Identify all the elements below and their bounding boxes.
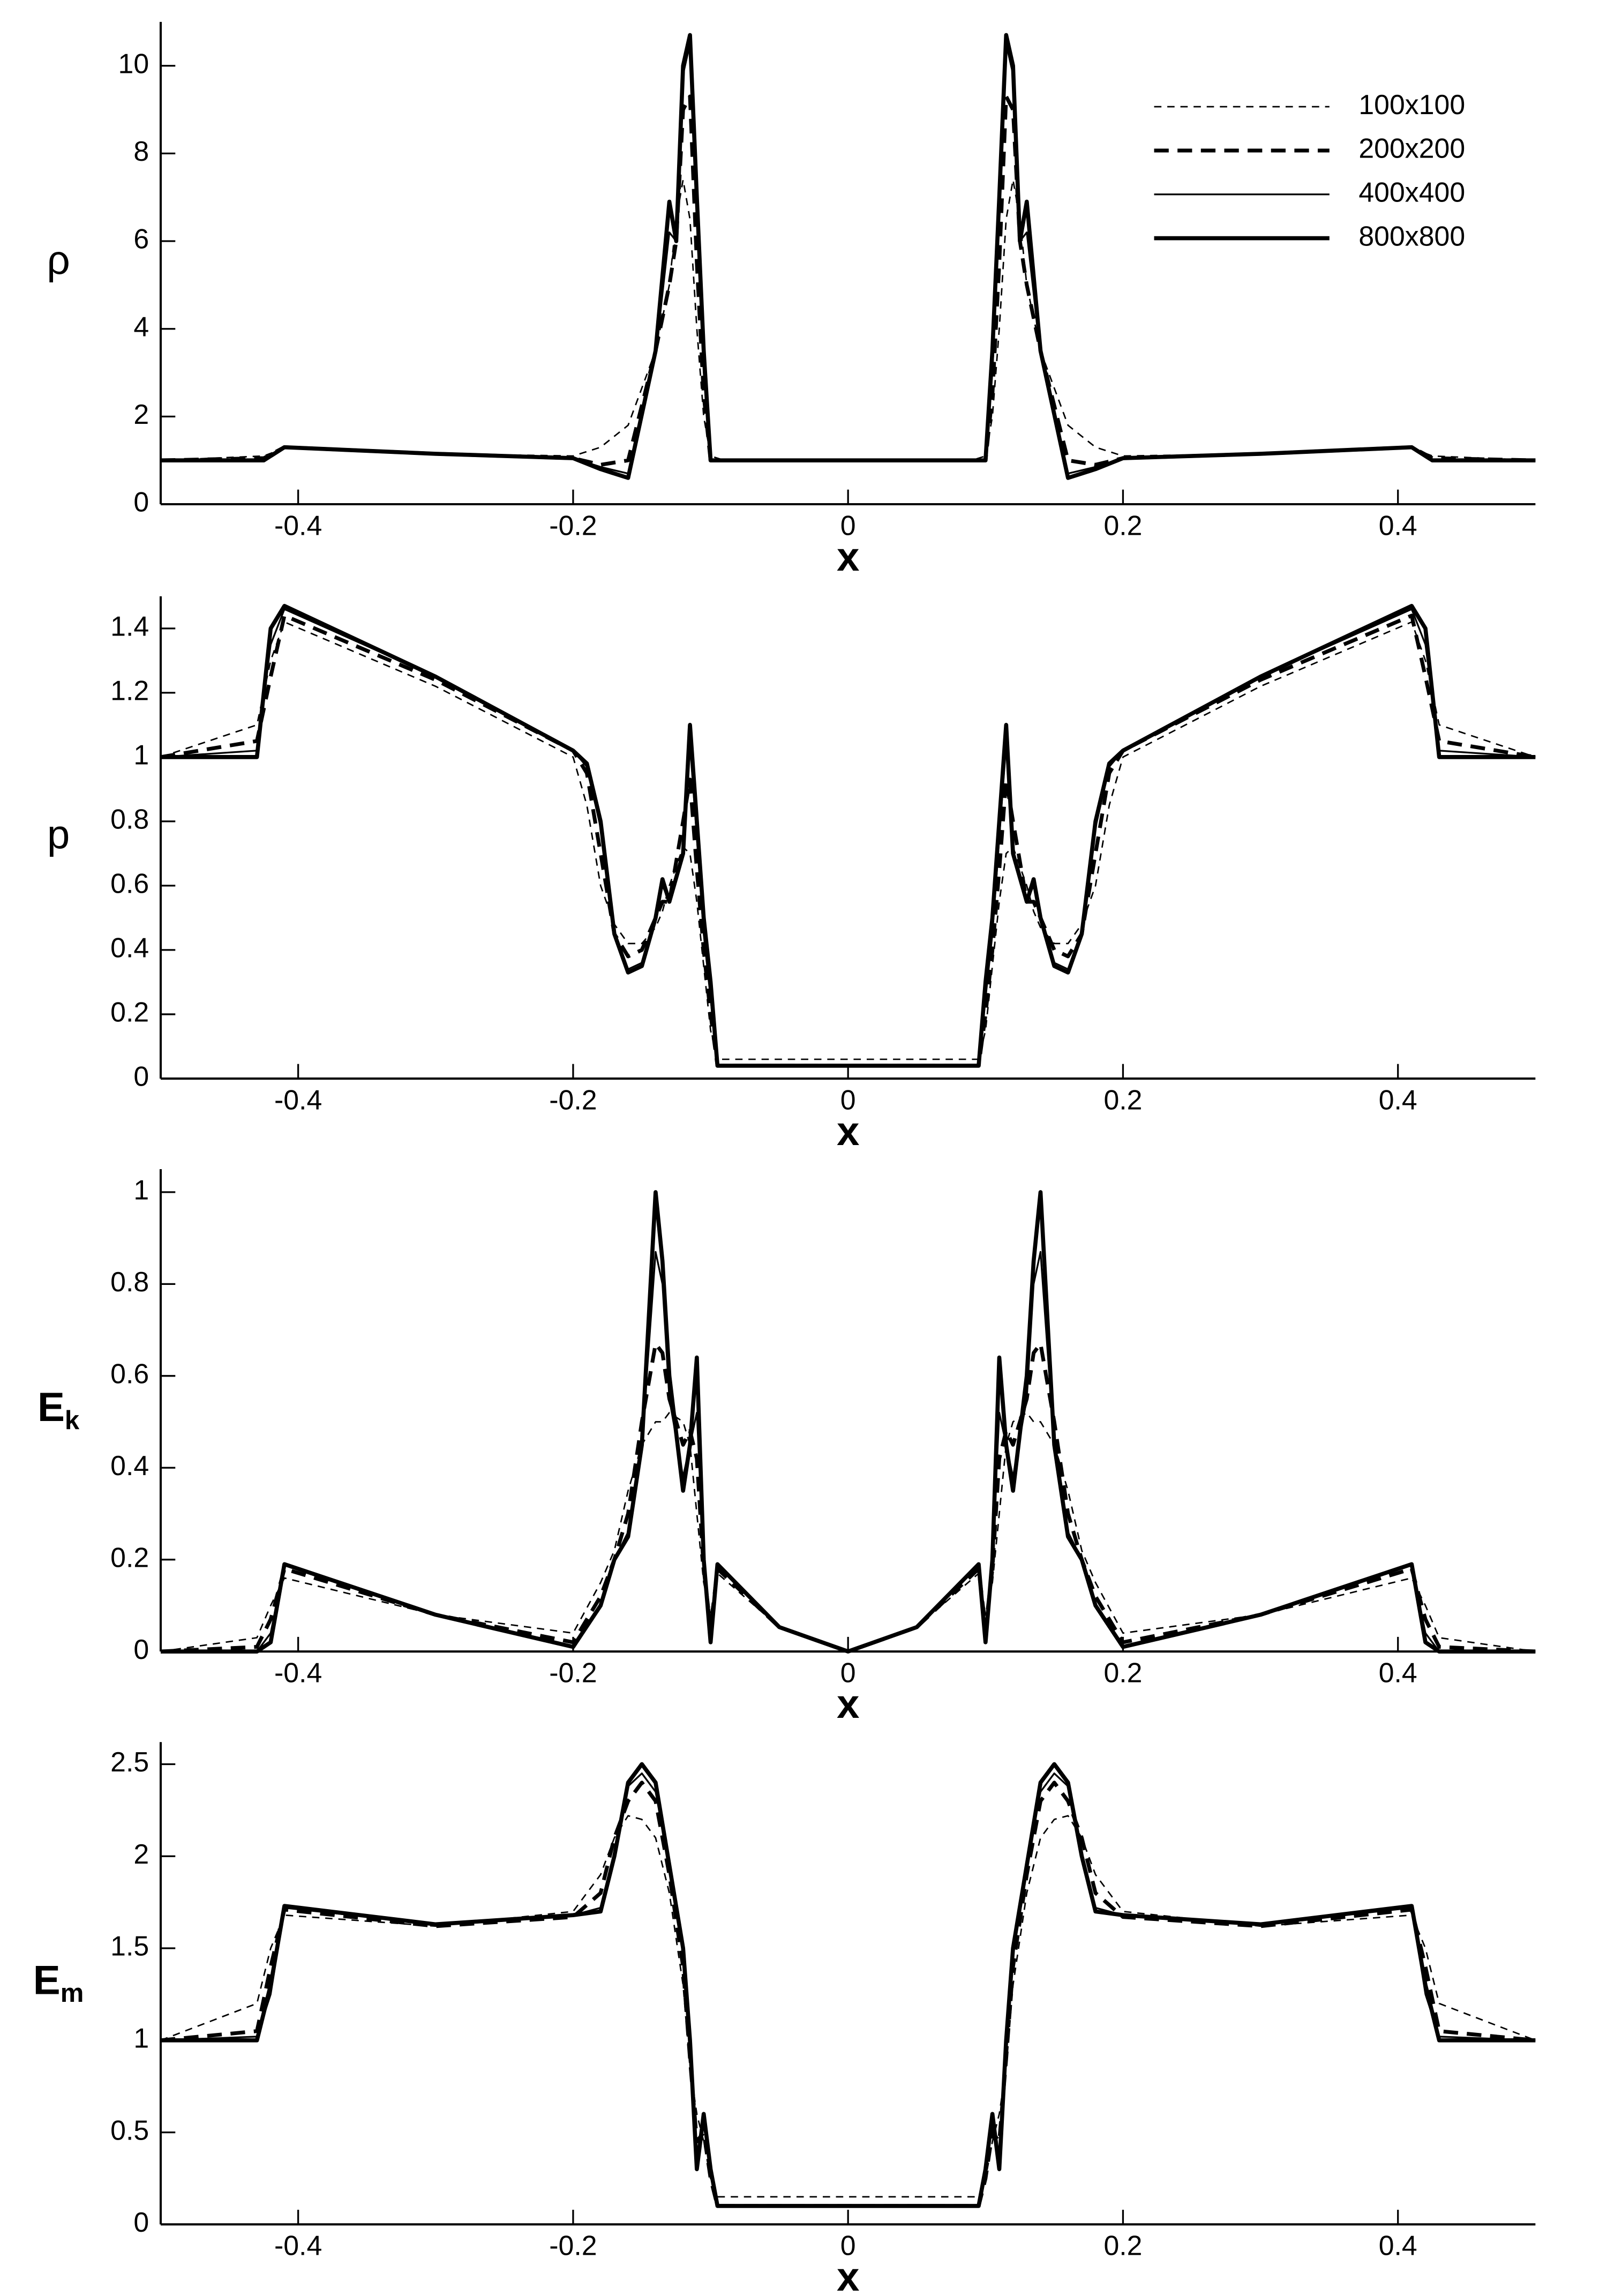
y-tick-label: 0 xyxy=(133,1061,149,1092)
data-line xyxy=(160,614,1536,1068)
y-tick-label: 2.5 xyxy=(110,1746,149,1777)
data-line xyxy=(161,1762,1536,2208)
x-tick-label: 0.2 xyxy=(1103,1657,1142,1688)
x-tick-label: 0.4 xyxy=(1379,2230,1417,2261)
y-tick-label: 1 xyxy=(133,1175,149,1206)
data-line xyxy=(161,33,1536,480)
y-axis-title-sub: k xyxy=(65,1406,80,1435)
y-axis-title-main: p xyxy=(47,812,70,857)
y-axis-title: ρ xyxy=(47,237,70,283)
y-axis-title-sub: m xyxy=(61,1979,84,2008)
x-tick-label: 0 xyxy=(840,1657,856,1688)
data-line xyxy=(160,179,1536,461)
y-tick-label: 0 xyxy=(133,487,149,518)
data-line xyxy=(160,1781,1536,2208)
legend-label: 200x200 xyxy=(1358,133,1465,164)
y-tick-label: 0.6 xyxy=(110,1358,149,1389)
legend-label: 800x800 xyxy=(1358,220,1465,251)
y-tick-label: 0.5 xyxy=(110,2114,149,2145)
y-tick-label: 0.8 xyxy=(110,1266,149,1297)
data-line xyxy=(160,1412,1536,1652)
y-tick-label: 1 xyxy=(133,739,149,771)
data-line xyxy=(160,608,1536,1067)
y-tick-label: 1.5 xyxy=(110,1931,149,1962)
x-tick-label: 0 xyxy=(840,510,856,541)
legend-label: 100x100 xyxy=(1358,89,1465,120)
legend-label: 400x400 xyxy=(1358,176,1465,207)
y-tick-label: 0.6 xyxy=(110,868,149,899)
y-tick-label: 2 xyxy=(133,1838,149,1869)
data-line xyxy=(160,1773,1536,2207)
x-tick-label: -0.2 xyxy=(549,1084,597,1115)
data-line xyxy=(160,1815,1536,2198)
y-tick-label: 0.2 xyxy=(110,997,149,1028)
x-tick-label: 0.4 xyxy=(1379,1657,1417,1688)
x-tick-label: 0 xyxy=(840,2230,856,2261)
y-axis-title: Ek xyxy=(37,1385,80,1435)
x-tick-label: 0.2 xyxy=(1103,2230,1142,2261)
x-axis-title: x xyxy=(837,1681,859,1727)
y-tick-label: 10 xyxy=(118,48,149,79)
x-tick-label: 0.2 xyxy=(1103,1084,1142,1115)
y-tick-label: 0 xyxy=(133,2207,149,2238)
x-tick-label: 0 xyxy=(840,1084,856,1115)
x-axis-title: x xyxy=(837,534,859,580)
y-axis-title: p xyxy=(47,812,70,857)
y-tick-label: 0.4 xyxy=(110,932,149,963)
y-tick-label: 1.2 xyxy=(110,675,149,706)
x-tick-label: 0.4 xyxy=(1379,510,1417,541)
x-tick-label: 0.4 xyxy=(1379,1084,1417,1115)
y-tick-label: 4 xyxy=(133,311,149,342)
y-tick-label: 8 xyxy=(133,136,149,167)
y-tick-label: 0.2 xyxy=(110,1542,149,1573)
y-tick-label: 1.4 xyxy=(110,611,149,642)
x-tick-label: -0.2 xyxy=(549,2230,597,2261)
data-line xyxy=(161,1190,1536,1654)
y-tick-label: 0.8 xyxy=(110,804,149,835)
x-axis-title: x xyxy=(837,2254,859,2296)
y-tick-label: 6 xyxy=(133,223,149,255)
y-axis-title-main: ρ xyxy=(47,237,70,283)
data-line xyxy=(160,43,1536,475)
y-tick-label: 0.4 xyxy=(110,1450,149,1481)
y-axis-title-main: E xyxy=(33,1957,61,2003)
x-tick-label: -0.4 xyxy=(274,1084,322,1115)
x-tick-label: -0.4 xyxy=(274,1657,322,1688)
x-axis-title: x xyxy=(837,1109,859,1154)
y-axis-title: Em xyxy=(33,1957,84,2008)
x-tick-label: -0.4 xyxy=(274,510,322,541)
y-tick-label: 0 xyxy=(133,1634,149,1665)
data-line xyxy=(160,1342,1536,1654)
data-line xyxy=(160,621,1536,1060)
y-tick-label: 1 xyxy=(133,2022,149,2053)
y-tick-label: 2 xyxy=(133,399,149,430)
y-axis-title-main: E xyxy=(37,1385,65,1430)
x-tick-label: -0.2 xyxy=(549,510,597,541)
x-tick-label: -0.2 xyxy=(549,1657,597,1688)
x-tick-label: -0.4 xyxy=(274,2230,322,2261)
data-line xyxy=(161,604,1536,1068)
x-tick-label: 0.2 xyxy=(1103,510,1142,541)
